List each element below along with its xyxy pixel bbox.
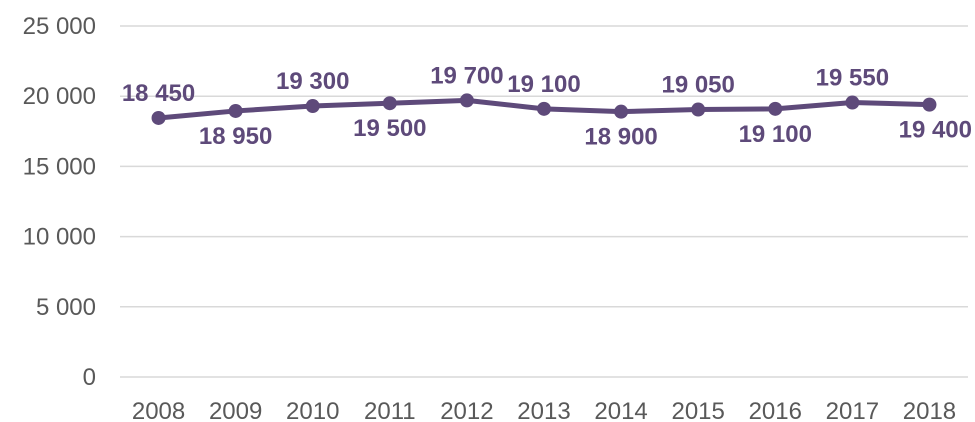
y-tick-label: 10 000 [23, 224, 96, 251]
data-label: 19 700 [430, 62, 503, 89]
y-tick-label: 20 000 [23, 83, 96, 110]
data-point [151, 110, 166, 125]
data-label: 18 450 [122, 80, 195, 107]
x-tick-label: 2016 [749, 398, 802, 422]
data-point [305, 99, 320, 114]
x-tick-label: 2012 [440, 398, 493, 422]
data-point [691, 102, 706, 117]
y-tick-label: 5 000 [36, 294, 96, 321]
data-point [537, 101, 551, 116]
x-tick-label: 2013 [517, 398, 570, 422]
data-point [845, 95, 860, 110]
data-label: 18 950 [199, 123, 272, 150]
y-tick-label: 0 [83, 364, 96, 391]
data-label: 19 500 [353, 115, 426, 142]
x-tick-label: 2014 [594, 398, 647, 422]
data-point [459, 93, 474, 108]
x-tick-label: 2017 [826, 398, 879, 422]
data-label: 19 100 [507, 71, 580, 98]
y-tick-label: 15 000 [23, 153, 96, 180]
x-tick-label: 2018 [903, 398, 956, 422]
x-tick-label: 2015 [671, 398, 724, 422]
data-label: 19 400 [899, 117, 972, 144]
data-label: 19 100 [739, 121, 812, 148]
x-tick-label: 2009 [209, 398, 262, 422]
grid-layer [120, 25, 968, 378]
x-tick-label: 2008 [132, 398, 185, 422]
data-label: 18 900 [584, 124, 657, 151]
x-tick-label: 2011 [364, 398, 416, 422]
x-tick-label: 2010 [286, 398, 339, 422]
series-layer [151, 93, 937, 125]
data-point [768, 101, 783, 116]
data-point [228, 103, 243, 118]
data-label: 19 550 [816, 65, 889, 92]
x-axis-ticks: 2008 2009 2010 2011 2012 2013 2014 2015 2016 2017… [132, 398, 956, 422]
y-tick-label: 25 000 [23, 13, 96, 40]
y-axis-ticks: 0 5 000 10 000 15 000 20 000 25 000 [23, 13, 96, 391]
data-label: 19 300 [276, 68, 349, 95]
data-point [922, 97, 937, 112]
data-label: 19 050 [661, 72, 734, 99]
data-point [614, 104, 629, 119]
data-point [382, 96, 397, 111]
